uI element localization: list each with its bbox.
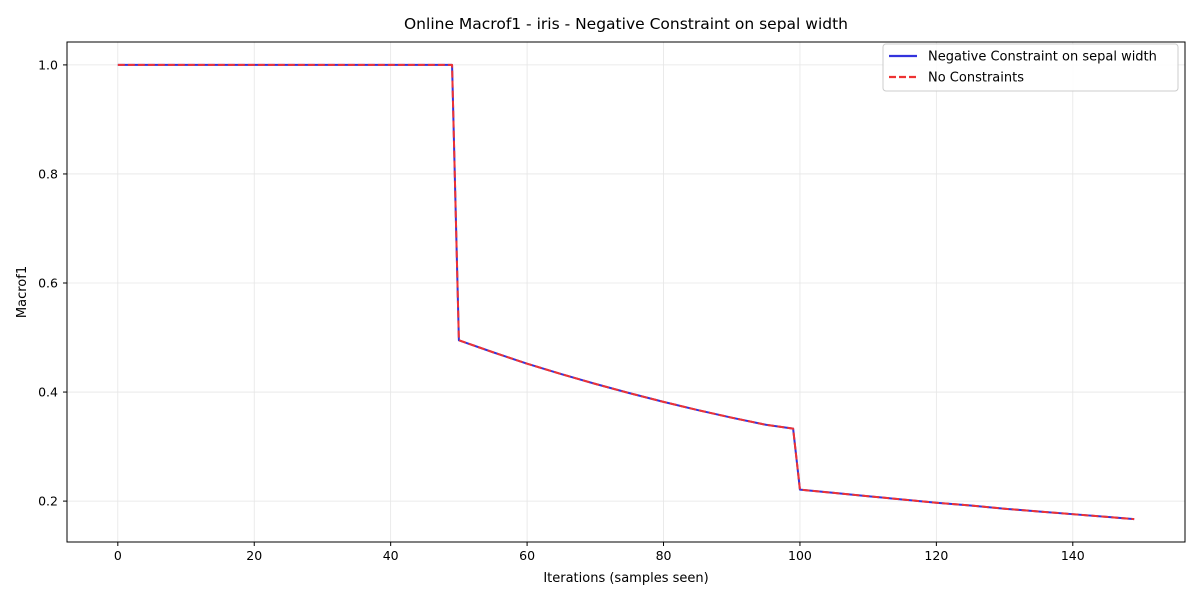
ticks: 0 20 40 60 80 100 120 140 0.2 0.4 0.6 0.8 1.0 bbox=[38, 57, 1085, 563]
x-tick-label: 0 bbox=[114, 548, 122, 563]
y-tick-label: 0.6 bbox=[38, 276, 58, 291]
x-tick-label: 140 bbox=[1061, 548, 1085, 563]
legend-box bbox=[882, 43, 1179, 92]
y-tick-label: 0.4 bbox=[38, 385, 58, 400]
chart-title: Online Macrof1 - iris - Negative Constra… bbox=[404, 15, 848, 33]
legend-label: Negative Constraint on sepal width bbox=[928, 50, 1157, 65]
y-axis-label: Macrof1 bbox=[15, 266, 30, 318]
x-tick-label: 60 bbox=[519, 548, 535, 563]
x-tick-label: 80 bbox=[656, 548, 672, 563]
x-tick-label: 20 bbox=[246, 548, 262, 563]
plot-frame bbox=[66, 41, 1186, 543]
legend-label: No Constraints bbox=[928, 71, 1024, 86]
y-tick-label: 0.2 bbox=[38, 494, 58, 509]
y-tick-label: 0.8 bbox=[38, 166, 58, 181]
x-axis-label: Iterations (samples seen) bbox=[543, 571, 708, 586]
x-tick-label: 100 bbox=[788, 548, 812, 563]
series-line-no-constraints bbox=[117, 63, 1135, 521]
x-tick-label: 120 bbox=[924, 548, 948, 563]
y-tick-label: 1.0 bbox=[38, 57, 58, 72]
x-tick-label: 40 bbox=[383, 548, 399, 563]
legend: Negative Constraint on sepal width No Con… bbox=[882, 43, 1179, 92]
series-layer bbox=[117, 63, 1135, 521]
